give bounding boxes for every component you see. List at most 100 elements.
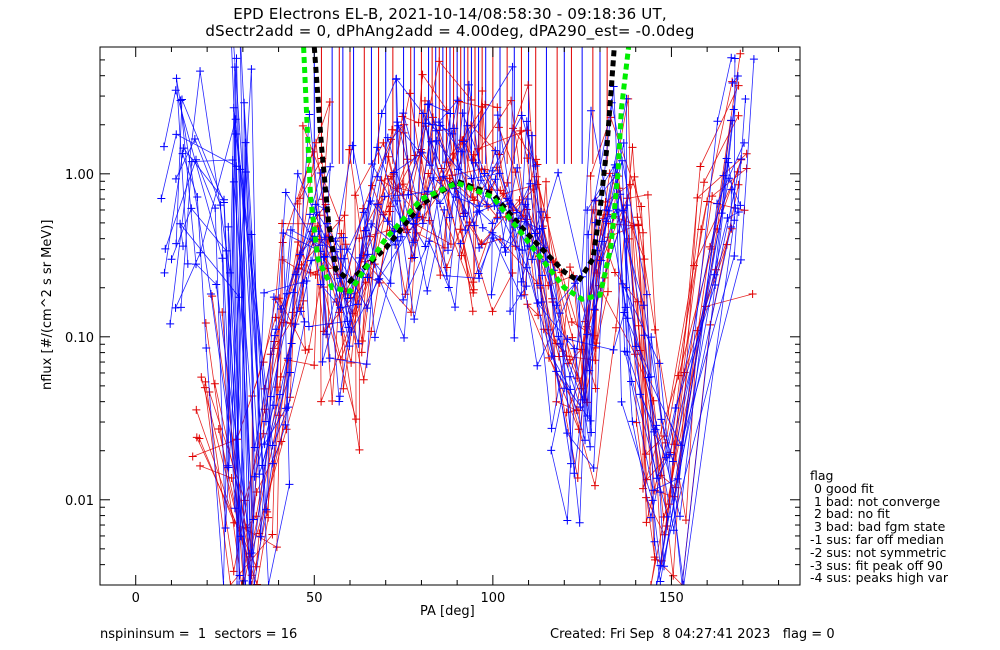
data-point — [167, 255, 176, 264]
data-point — [748, 290, 757, 299]
data-point — [487, 290, 496, 299]
data-point — [377, 109, 386, 118]
data-point — [368, 159, 377, 168]
data-point — [637, 202, 646, 211]
data-point — [418, 148, 427, 157]
data-point — [247, 230, 256, 239]
data-point — [586, 442, 595, 451]
data-point — [642, 290, 651, 299]
data-point — [339, 233, 348, 242]
data-point — [727, 224, 736, 233]
data-point — [506, 307, 515, 316]
data-point — [647, 372, 656, 381]
data-point — [160, 268, 169, 277]
plot-area — [157, 47, 758, 585]
data-point — [192, 260, 201, 269]
data-point — [728, 79, 737, 88]
data-point — [459, 212, 468, 221]
data-point — [563, 516, 572, 525]
data-point — [266, 392, 275, 401]
data-point — [359, 375, 368, 384]
data-point — [446, 109, 455, 118]
data-point — [534, 311, 543, 320]
data-point — [566, 263, 575, 272]
data-point — [317, 397, 326, 406]
data-point — [399, 109, 408, 118]
flag-legend-item: 0 good fit — [810, 480, 874, 496]
data-point — [373, 200, 382, 209]
data-point — [512, 208, 521, 217]
data-point — [581, 436, 590, 445]
data-point — [636, 390, 645, 399]
data-point — [671, 403, 680, 412]
data-point — [474, 269, 483, 278]
data-point — [197, 373, 206, 382]
data-point — [717, 209, 726, 218]
data-point — [585, 366, 594, 375]
data-point — [734, 208, 743, 217]
data-point — [211, 204, 220, 213]
data-point — [563, 335, 572, 344]
data-point — [355, 445, 364, 454]
data-point — [651, 325, 660, 334]
data-point — [161, 244, 170, 253]
data-point — [316, 169, 325, 178]
data-point — [305, 110, 314, 119]
data-point — [250, 472, 259, 481]
data-point — [393, 236, 402, 245]
plot-frame — [99, 46, 801, 586]
data-point — [434, 118, 443, 127]
data-point — [345, 342, 354, 351]
data-point — [171, 303, 180, 312]
data-point — [488, 219, 497, 228]
data-point — [260, 288, 269, 297]
data-point — [627, 377, 636, 386]
data-point — [541, 177, 550, 186]
data-point — [214, 425, 223, 434]
fit-curve-green — [301, 47, 632, 302]
data-point — [583, 206, 592, 215]
data-point — [391, 75, 400, 84]
data-point — [736, 255, 745, 264]
data-point — [320, 233, 329, 242]
data-point — [493, 214, 502, 223]
data-point — [432, 126, 441, 135]
data-point — [328, 396, 337, 405]
data-point — [722, 154, 731, 163]
data-point — [278, 219, 287, 228]
data-point — [398, 112, 407, 121]
data-point — [468, 307, 477, 316]
data-point — [646, 581, 655, 585]
data-point — [456, 239, 465, 248]
data-point — [469, 285, 478, 294]
data-point — [472, 208, 481, 217]
data-point — [617, 397, 626, 406]
data-point — [700, 178, 709, 187]
data-point — [241, 581, 250, 585]
data-point — [230, 518, 239, 527]
data-point — [271, 295, 280, 304]
x-tick-label: 150 — [659, 591, 684, 606]
data-point — [337, 229, 346, 238]
series-line — [209, 140, 742, 502]
data-point — [246, 581, 255, 585]
data-point — [284, 403, 293, 412]
data-point — [172, 130, 181, 139]
data-point — [193, 192, 202, 201]
data-point — [493, 103, 502, 112]
data-point — [229, 567, 238, 576]
series-line — [199, 98, 753, 585]
data-point — [176, 219, 185, 228]
data-point — [326, 162, 335, 171]
data-point — [221, 523, 230, 532]
data-point — [157, 194, 166, 203]
data-point — [478, 223, 487, 232]
data-point — [575, 518, 584, 527]
data-point — [383, 133, 392, 142]
data-point — [218, 254, 227, 263]
fit-curve-black — [311, 47, 617, 285]
data-point — [367, 219, 376, 228]
data-point — [749, 55, 758, 64]
data-point — [293, 169, 302, 178]
data-point — [256, 532, 265, 541]
